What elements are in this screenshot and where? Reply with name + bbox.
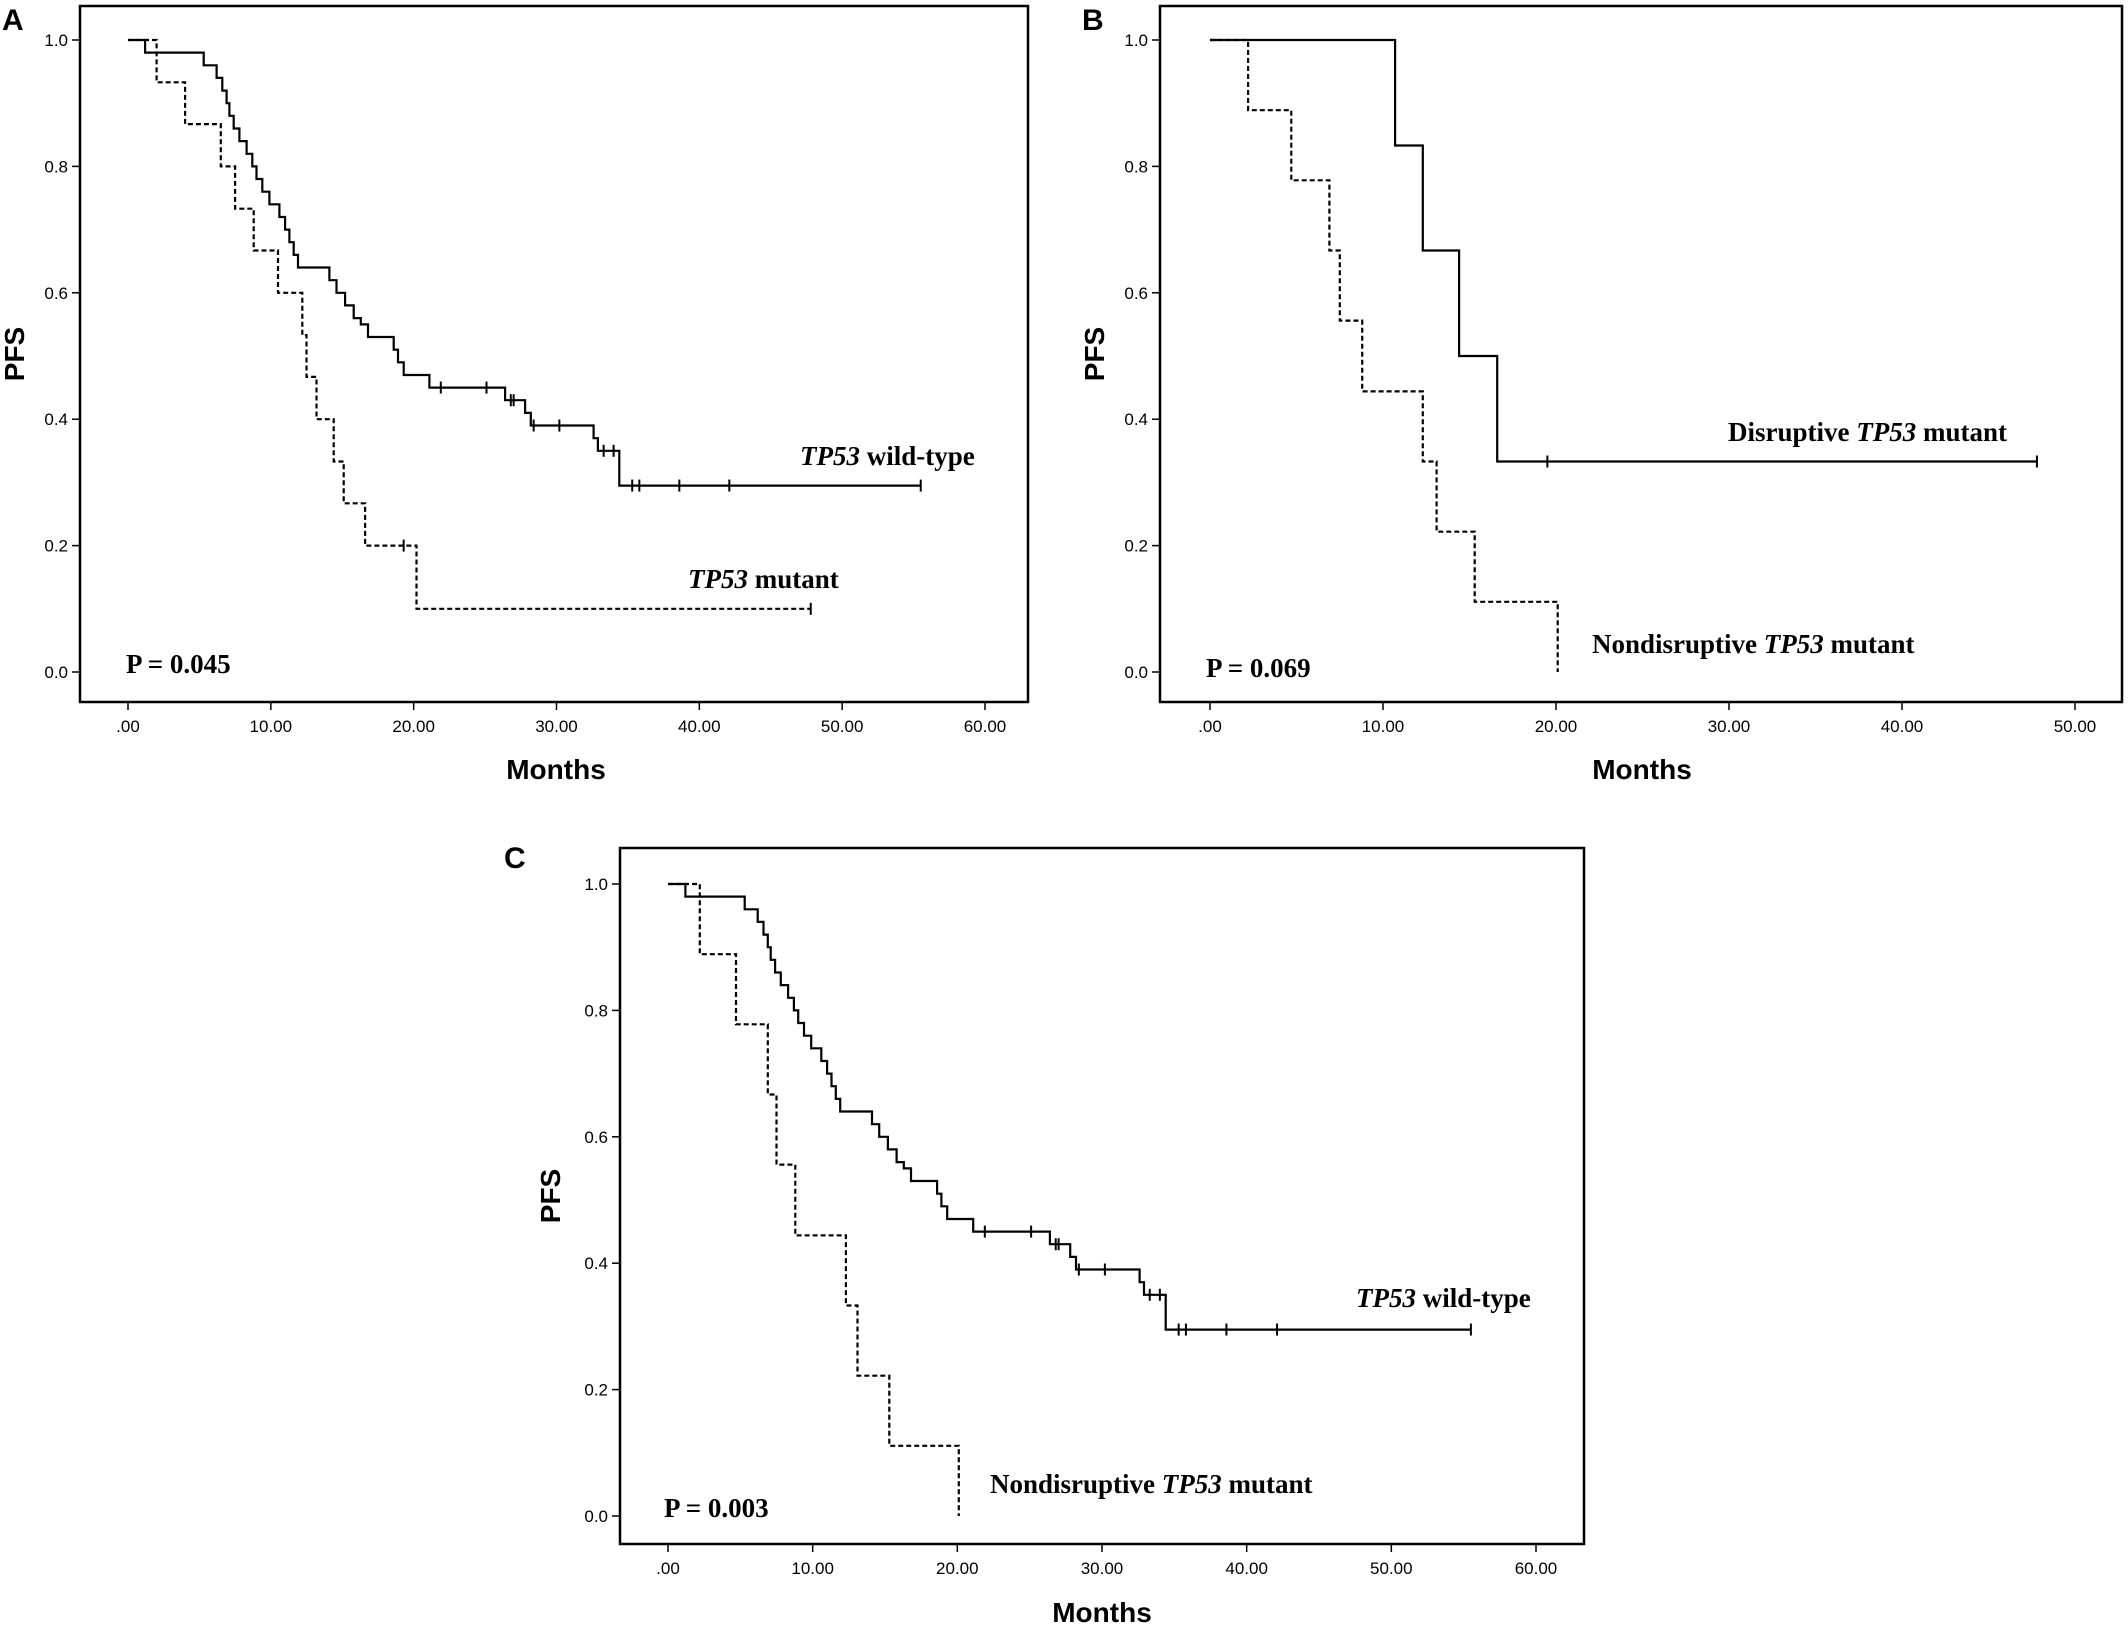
plot-frame-c [618, 846, 1586, 1546]
y-tick-label: 0.2 [584, 1381, 608, 1400]
km-curve-series-1 [128, 38, 921, 487]
x-tick-label: .00 [116, 717, 140, 736]
y-tick-label: 0.2 [1124, 537, 1148, 556]
km-curve-series-1 [1210, 38, 2037, 463]
y-tick-label: 1.0 [1124, 31, 1148, 50]
label-tp53-wildtype-c: TP53 wild-type [1356, 1283, 1531, 1313]
axis-ticks-c: .00 10.00 20.00 30.00 40.00 50.00 60.00 0.0 0.2 0… [584, 875, 1557, 1578]
x-tick-label: 10.00 [1362, 717, 1405, 736]
y-tick-label: 0.4 [1124, 410, 1148, 429]
y-tick-label: 0.2 [44, 537, 68, 556]
p-value-b: P = 0.069 [1206, 653, 1311, 683]
label-tp53-wildtype-a: TP53 wild-type [800, 441, 975, 471]
y-tick-label: 0.4 [584, 1254, 608, 1273]
axis-ticks-a: .00 10.00 20.00 30.00 40.00 50.00 60.00 0.0 0.2 0… [44, 31, 1006, 736]
y-tick-label: 0.6 [584, 1128, 608, 1147]
x-tick-label: 30.00 [1081, 1559, 1124, 1578]
x-axis-title-b: Months [1592, 754, 1692, 785]
p-value-a: P = 0.045 [126, 649, 231, 679]
label-nondisruptive-b: Nondisruptive TP53 mutant [1592, 629, 1915, 659]
panel-letter-b: B [1082, 4, 1104, 37]
panel-c: C .00 10.00 20.00 30.00 40.00 50.00 60.00 0.0 0.… [504, 842, 1586, 1626]
panel-a: A .00 10.00 20.00 30.00 40.00 50.00 60.00 0.0 0.… [0, 4, 1030, 785]
x-tick-label: 20.00 [1535, 717, 1578, 736]
y-tick-label: 0.6 [44, 284, 68, 303]
km-curve-series-1 [668, 882, 1471, 1331]
x-axis-title-a: Months [506, 754, 606, 785]
x-axis-title-c: Months [1052, 1597, 1152, 1626]
km-curve-series-2 [668, 882, 960, 1516]
x-tick-label: 20.00 [936, 1559, 979, 1578]
x-tick-label: 40.00 [1881, 717, 1924, 736]
y-tick-label: 0.8 [44, 157, 68, 176]
km-curves-c [668, 882, 1472, 1516]
x-tick-label: 60.00 [964, 717, 1007, 736]
x-tick-label: 40.00 [678, 717, 721, 736]
y-axis-title-a: PFS [0, 327, 30, 381]
x-tick-label: 10.00 [791, 1559, 834, 1578]
y-axis-title-c: PFS [535, 1169, 566, 1223]
panel-letter-a: A [2, 4, 24, 37]
panel-b: B .00 10.00 20.00 30.00 40.00 50.00 0.0 0.2 0.4 0… [1079, 4, 2124, 785]
y-tick-label: 1.0 [44, 31, 68, 50]
y-tick-label: 1.0 [584, 875, 608, 894]
y-axis-title-b: PFS [1079, 327, 1110, 381]
y-tick-label: 0.0 [1124, 663, 1148, 682]
x-tick-label: 50.00 [2054, 717, 2097, 736]
x-tick-label: 40.00 [1225, 1559, 1268, 1578]
x-tick-label: .00 [1198, 717, 1222, 736]
x-tick-label: 60.00 [1515, 1559, 1558, 1578]
y-tick-label: 0.4 [44, 410, 68, 429]
y-tick-label: 0.6 [1124, 284, 1148, 303]
label-tp53-mutant-a: TP53 mutant [688, 564, 839, 594]
x-tick-label: 50.00 [821, 717, 864, 736]
label-nondisruptive-c: Nondisruptive TP53 mutant [990, 1469, 1313, 1499]
x-tick-label: 10.00 [250, 717, 293, 736]
p-value-c: P = 0.003 [664, 1493, 769, 1523]
label-disruptive-b: Disruptive TP53 mutant [1728, 417, 2007, 447]
x-tick-label: 30.00 [1708, 717, 1751, 736]
x-tick-label: 20.00 [392, 717, 435, 736]
y-tick-label: 0.8 [584, 1001, 608, 1020]
y-tick-label: 0.0 [584, 1507, 608, 1526]
km-curves-a [128, 38, 922, 615]
km-curve-series-2 [128, 38, 811, 610]
plot-frame-a [78, 4, 1030, 704]
x-tick-label: .00 [656, 1559, 680, 1578]
km-curve-series-2 [1210, 38, 1559, 672]
x-tick-label: 30.00 [535, 717, 578, 736]
y-tick-label: 0.8 [1124, 157, 1148, 176]
y-tick-label: 0.0 [44, 663, 68, 682]
plot-frame-b [1158, 4, 2124, 704]
km-curves-b [1210, 38, 2038, 672]
x-tick-label: 50.00 [1370, 1559, 1413, 1578]
axis-ticks-b: .00 10.00 20.00 30.00 40.00 50.00 0.0 0.2 0.4 0.6… [1124, 31, 2096, 736]
panel-letter-c: C [504, 842, 526, 875]
